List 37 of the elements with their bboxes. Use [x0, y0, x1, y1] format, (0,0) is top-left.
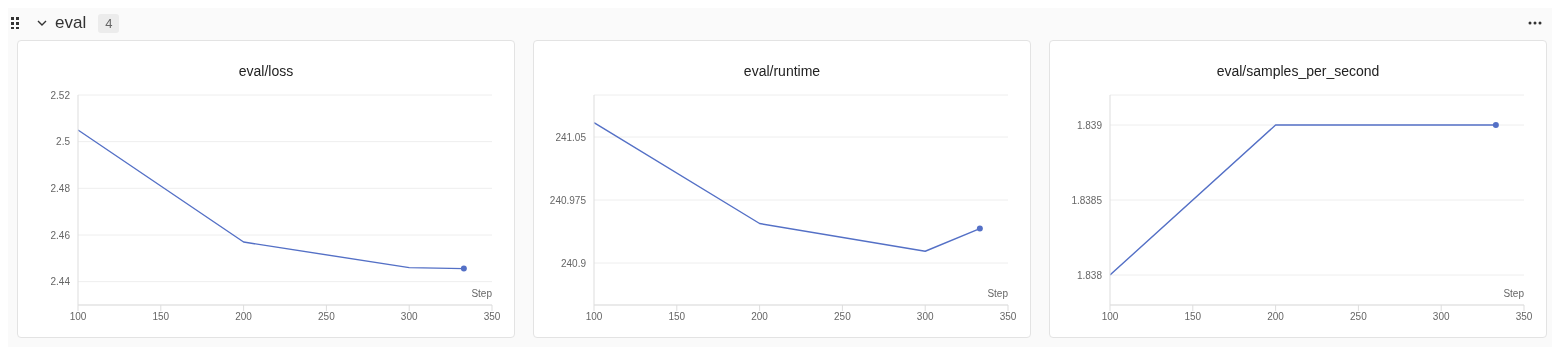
x-tick-label: 350	[999, 311, 1017, 323]
x-tick-label: 250	[1350, 311, 1368, 323]
x-tick-label: 150	[152, 311, 170, 323]
x-tick-label: 150	[668, 311, 686, 323]
text: 4	[98, 13, 120, 33]
y-tick-label: 1.8385	[1071, 194, 1103, 206]
x-axis-title: Step	[987, 288, 1009, 299]
x-tick-label: 300	[400, 311, 418, 323]
x-tick-label: 100	[69, 311, 87, 323]
y-tick-label: 1.839	[1076, 119, 1103, 131]
text: eval	[55, 13, 87, 33]
y-tick-label: 1.838	[1076, 269, 1103, 281]
chart-title: eval/runtime	[742, 63, 822, 79]
x-tick-label: 100	[585, 311, 603, 323]
y-tick-label: 240.9	[560, 257, 587, 269]
chart-title: eval/loss	[237, 63, 295, 79]
y-tick-label: 2.52	[50, 89, 71, 101]
x-tick-label: 200	[1267, 311, 1285, 323]
x-tick-label: 100	[1101, 311, 1119, 323]
x-tick-label: 200	[235, 311, 253, 323]
y-tick-label: 2.48	[50, 182, 71, 194]
x-tick-label: 300	[1432, 311, 1450, 323]
y-tick-label: 240.975	[549, 194, 587, 206]
chart-title: eval/samples_per_second	[1215, 63, 1381, 79]
x-axis-title: Step	[471, 288, 493, 299]
x-tick-label: 350	[483, 311, 501, 323]
y-tick-label: 2.44	[50, 276, 71, 288]
y-tick-label: 241.05	[555, 131, 587, 143]
x-tick-label: 250	[834, 311, 852, 323]
x-tick-label: 150	[1184, 311, 1202, 323]
x-tick-label: 250	[318, 311, 336, 323]
y-tick-label: 2.5	[56, 136, 71, 148]
x-tick-label: 300	[916, 311, 934, 323]
x-tick-label: 200	[751, 311, 769, 323]
x-tick-label: 350	[1515, 311, 1533, 323]
x-axis-title: Step	[1503, 288, 1525, 299]
y-tick-label: 2.46	[50, 229, 71, 241]
